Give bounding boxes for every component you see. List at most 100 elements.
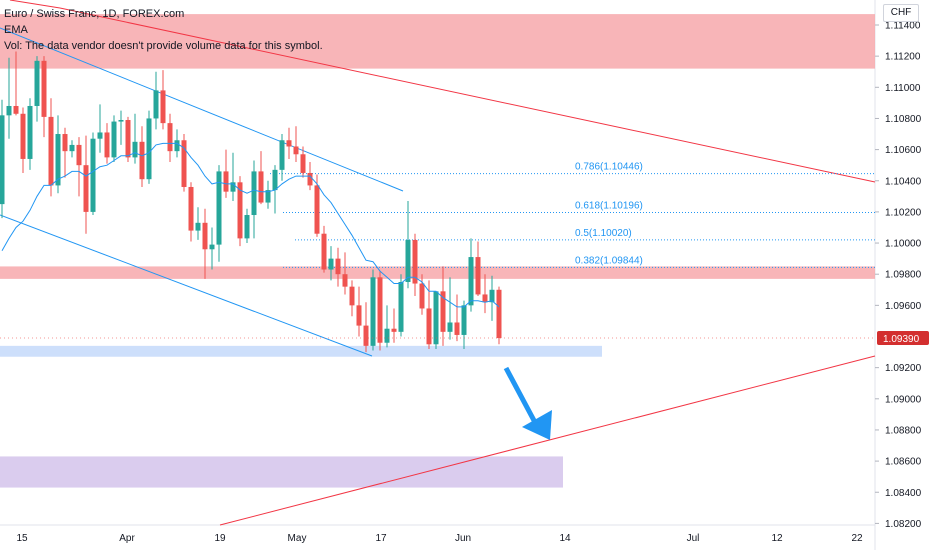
- candle: [76, 137, 82, 197]
- candle-body: [209, 244, 215, 250]
- candle: [475, 241, 481, 297]
- arrow-head: [522, 410, 552, 440]
- candle: [20, 107, 26, 173]
- x-tick-label: Jun: [455, 533, 471, 544]
- candle-body: [363, 325, 369, 346]
- y-tick-label: 1.09200: [885, 363, 922, 374]
- candle: [55, 115, 61, 194]
- candle-body: [279, 140, 285, 170]
- candle: [195, 207, 201, 240]
- candle: [272, 165, 278, 214]
- channel-upper-line: [0, 27, 404, 192]
- candle: [300, 146, 306, 178]
- candle: [377, 271, 383, 351]
- currency-badge[interactable]: CHF: [883, 4, 919, 22]
- symbol-title[interactable]: Euro / Swiss Franc, 1D, FOREX.com: [4, 8, 185, 20]
- candle: [342, 252, 348, 295]
- candle-body: [104, 132, 110, 158]
- y-tick-label: 1.09800: [885, 270, 922, 281]
- candle: [489, 275, 495, 321]
- y-tick-label: 1.10800: [885, 114, 922, 125]
- candle: [13, 51, 19, 116]
- candle: [384, 305, 390, 348]
- candle: [251, 160, 257, 239]
- candle: [258, 151, 264, 205]
- candle-body: [370, 277, 376, 346]
- candle-body: [447, 322, 453, 332]
- candle: [216, 165, 222, 262]
- candle-body: [286, 140, 292, 147]
- candle: [370, 269, 376, 351]
- candle-body: [468, 257, 474, 306]
- fib-level-label: 0.786(1.10446): [575, 162, 643, 173]
- candles-group: [0, 51, 502, 353]
- candle-body: [258, 171, 264, 203]
- candle-body: [433, 291, 439, 345]
- y-tick-label: 1.09600: [885, 301, 922, 312]
- ema-indicator-label[interactable]: EMA: [4, 24, 28, 36]
- down-arrow: [503, 366, 552, 440]
- candle: [146, 110, 152, 184]
- candle-body: [153, 90, 159, 119]
- ema-line: [1, 142, 500, 308]
- candle-body: [20, 113, 26, 159]
- candle-body: [454, 322, 460, 335]
- fib-level-label: 0.618(1.10196): [575, 201, 643, 212]
- candle: [62, 127, 68, 178]
- x-tick-label: 19: [214, 533, 226, 544]
- candle-body: [300, 154, 306, 173]
- arrow-shaft: [503, 366, 541, 430]
- candle: [27, 98, 33, 170]
- candle: [34, 56, 40, 122]
- candle: [167, 113, 173, 163]
- last-price-badge: [877, 331, 929, 346]
- candle-body: [41, 60, 47, 117]
- candle: [83, 135, 89, 234]
- candle: [356, 286, 362, 337]
- candle-body: [69, 144, 75, 152]
- candle-body: [412, 239, 418, 284]
- x-tick-label: 14: [559, 533, 571, 544]
- candle-body: [349, 286, 355, 306]
- candle: [279, 134, 285, 181]
- candle: [412, 233, 418, 297]
- zone-blue-2: [0, 345, 602, 357]
- candle: [426, 280, 432, 349]
- candle: [97, 104, 103, 153]
- candle-body: [426, 308, 432, 345]
- candle: [48, 98, 54, 197]
- candle-body: [97, 132, 103, 139]
- y-tick-label: 1.11400: [885, 21, 921, 32]
- candle-body: [419, 283, 425, 309]
- candle: [132, 113, 138, 164]
- candle: [391, 308, 397, 343]
- candle-body: [237, 182, 243, 239]
- candle: [349, 280, 355, 317]
- candle: [482, 274, 488, 314]
- candle-body: [216, 171, 222, 245]
- candle-body: [461, 305, 467, 335]
- last-price-label: 1.09390: [883, 334, 920, 345]
- candle-body: [167, 123, 173, 152]
- candle: [398, 274, 404, 337]
- candle: [454, 294, 460, 342]
- y-tick-label: 1.08400: [885, 488, 922, 499]
- candle-body: [195, 222, 201, 231]
- candle-body: [27, 105, 33, 159]
- candle-body: [111, 121, 117, 158]
- x-tick-label: 12: [771, 533, 783, 544]
- candle: [181, 134, 187, 192]
- candle-body: [482, 294, 488, 303]
- candle-body: [272, 169, 278, 191]
- candle-body: [34, 60, 40, 106]
- candle-body: [405, 239, 411, 282]
- candle-body: [314, 185, 320, 234]
- candle-body: [293, 146, 299, 155]
- candle: [293, 126, 299, 163]
- x-tick-label: Apr: [119, 533, 135, 544]
- candle: [69, 140, 75, 158]
- volume-indicator-label[interactable]: Vol: The data vendor doesn't provide vol…: [4, 40, 323, 52]
- candle-body: [6, 105, 12, 116]
- candle-body: [223, 171, 229, 192]
